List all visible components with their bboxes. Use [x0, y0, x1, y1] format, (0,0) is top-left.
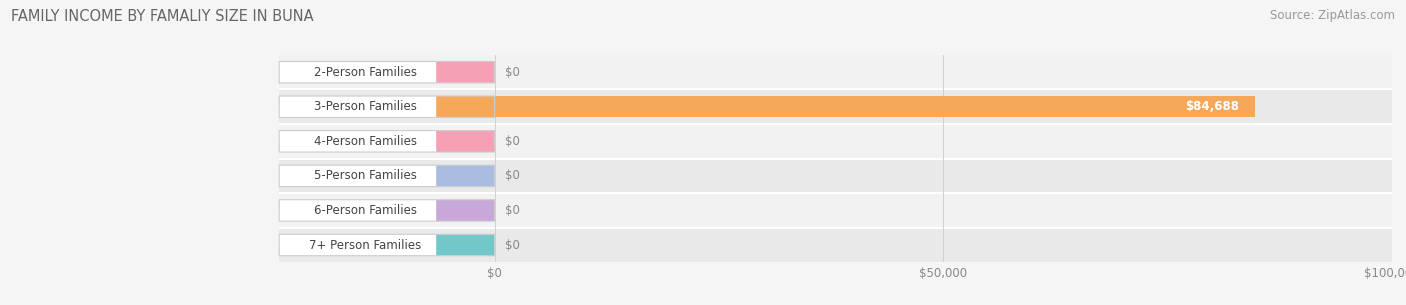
Text: $0: $0: [505, 135, 520, 148]
Bar: [280, 55, 1392, 89]
Text: $0: $0: [505, 66, 520, 79]
Bar: [280, 89, 1392, 124]
Text: 2-Person Families: 2-Person Families: [314, 66, 418, 79]
Bar: [280, 124, 1392, 159]
Bar: [280, 228, 1392, 262]
FancyBboxPatch shape: [280, 234, 495, 256]
FancyBboxPatch shape: [280, 165, 495, 187]
Text: 6-Person Families: 6-Person Families: [314, 204, 418, 217]
FancyBboxPatch shape: [280, 62, 495, 83]
Text: FAMILY INCOME BY FAMALIY SIZE IN BUNA: FAMILY INCOME BY FAMALIY SIZE IN BUNA: [11, 9, 314, 24]
Text: $0: $0: [505, 204, 520, 217]
Text: Source: ZipAtlas.com: Source: ZipAtlas.com: [1270, 9, 1395, 22]
Bar: [495, 96, 1254, 117]
FancyBboxPatch shape: [280, 131, 495, 152]
FancyBboxPatch shape: [280, 200, 495, 221]
FancyBboxPatch shape: [436, 165, 495, 187]
Text: 5-Person Families: 5-Person Families: [314, 169, 418, 182]
Text: 7+ Person Families: 7+ Person Families: [309, 239, 422, 252]
FancyBboxPatch shape: [436, 131, 495, 152]
Text: 3-Person Families: 3-Person Families: [314, 100, 418, 113]
FancyBboxPatch shape: [436, 234, 495, 256]
Text: $0: $0: [505, 169, 520, 182]
FancyBboxPatch shape: [280, 96, 495, 117]
Text: $0: $0: [505, 239, 520, 252]
Bar: [280, 193, 1392, 228]
FancyBboxPatch shape: [436, 200, 495, 221]
Text: $84,688: $84,688: [1185, 100, 1239, 113]
FancyBboxPatch shape: [436, 96, 495, 117]
Text: 4-Person Families: 4-Person Families: [314, 135, 418, 148]
FancyBboxPatch shape: [436, 62, 495, 83]
Bar: [280, 159, 1392, 193]
